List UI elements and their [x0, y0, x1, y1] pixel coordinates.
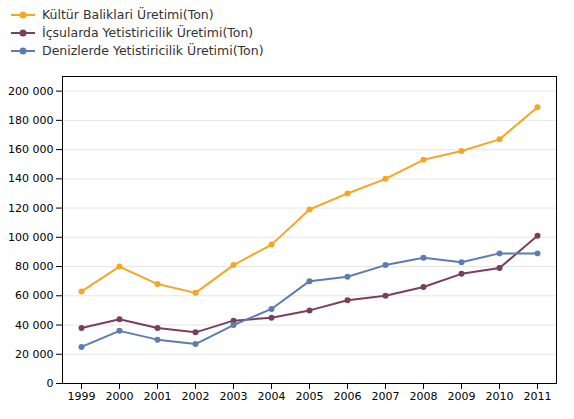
svg-text:60 000: 60 000 — [15, 289, 54, 302]
svg-text:2010: 2010 — [486, 390, 514, 403]
svg-text:2000: 2000 — [106, 390, 134, 403]
svg-text:160 000: 160 000 — [8, 143, 54, 156]
svg-text:2006: 2006 — [334, 390, 362, 403]
svg-text:2008: 2008 — [410, 390, 438, 403]
svg-text:2011: 2011 — [524, 390, 552, 403]
svg-text:140 000: 140 000 — [8, 172, 54, 185]
svg-text:2009: 2009 — [448, 390, 476, 403]
svg-text:0: 0 — [47, 377, 54, 390]
svg-text:80 000: 80 000 — [15, 260, 54, 273]
html-text:İçsularda Yetistiricilik Üreti: İçsularda Yetistiricilik Üretimi(Ton) — [42, 25, 254, 40]
svg-text:120 000: 120 000 — [8, 202, 54, 215]
html-text:Kültür Baliklari Üretimi(Ton): Kültür Baliklari Üretimi(Ton) — [42, 7, 214, 22]
svg-text:2007: 2007 — [372, 390, 400, 403]
svg-text:200 000: 200 000 — [8, 85, 54, 98]
svg-text:2001: 2001 — [144, 390, 172, 403]
svg-text:20 000: 20 000 — [15, 348, 54, 361]
svg-text:2003: 2003 — [220, 390, 248, 403]
svg-text:2005: 2005 — [296, 390, 324, 403]
html-text:Denizlerde Yetistiricilik Üret: Denizlerde Yetistiricilik Üretimi(Ton) — [42, 43, 264, 58]
svg-text:2002: 2002 — [182, 390, 210, 403]
svg-text:100 000: 100 000 — [8, 231, 54, 244]
svg-text:2004: 2004 — [258, 390, 286, 403]
svg-text:40 000: 40 000 — [15, 319, 54, 332]
svg-text:180 000: 180 000 — [8, 114, 54, 127]
svg-text:1999: 1999 — [68, 390, 96, 403]
